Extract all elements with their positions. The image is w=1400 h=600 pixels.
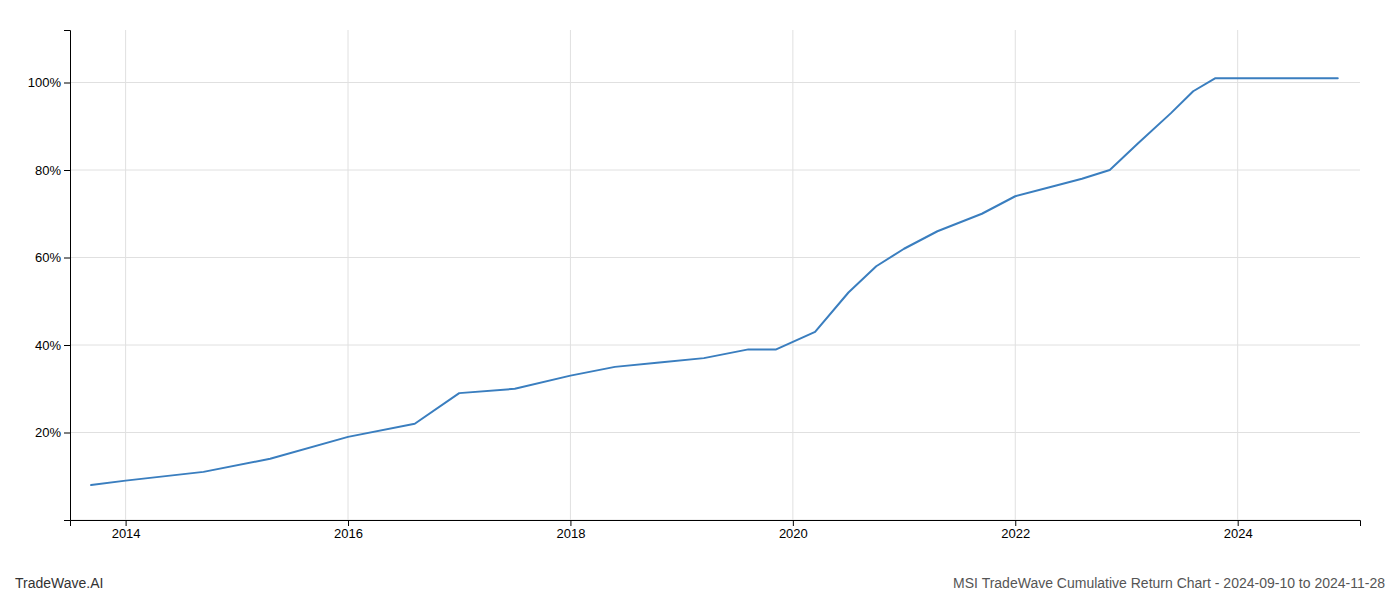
chart-title: MSI TradeWave Cumulative Return Chart - … bbox=[953, 575, 1385, 591]
grid-line bbox=[70, 257, 1360, 258]
y-tick-label: 20% bbox=[35, 425, 61, 440]
x-tick-label: 2024 bbox=[1224, 526, 1253, 541]
grid-line bbox=[1015, 30, 1016, 520]
x-axis: 2014 2016 2018 2020 2022 2024 bbox=[71, 520, 1361, 541]
grid-line bbox=[1237, 30, 1238, 520]
chart-svg: 2014 2016 2018 2020 2022 2024 20% 40% 60% 80% 100%… bbox=[0, 0, 1400, 600]
y-tick-label: 40% bbox=[35, 338, 61, 353]
grid-line bbox=[70, 170, 1360, 171]
x-tick: 2014 bbox=[112, 520, 141, 541]
grid-line bbox=[70, 345, 1360, 346]
y-tick-label: 100% bbox=[28, 75, 62, 90]
y-axis: 20% 40% 60% 80% 100% bbox=[28, 31, 71, 521]
x-tick-label: 2014 bbox=[112, 526, 141, 541]
y-tick-mark bbox=[64, 520, 70, 521]
grid-line bbox=[70, 82, 1360, 83]
grid bbox=[70, 30, 1360, 520]
x-tick-mark bbox=[1015, 520, 1016, 526]
y-tick-mark bbox=[64, 345, 70, 346]
y-tick-mark bbox=[64, 258, 70, 259]
y-axis-line bbox=[64, 31, 71, 521]
grid-line bbox=[348, 30, 349, 520]
y-tick: 20% bbox=[35, 425, 70, 440]
y-tick-mark bbox=[64, 170, 70, 171]
grid-line bbox=[570, 30, 571, 520]
y-tick: 80% bbox=[35, 163, 70, 178]
x-tick-mark bbox=[348, 520, 349, 526]
grid-line bbox=[792, 30, 793, 520]
y-tick-mark bbox=[64, 83, 70, 84]
x-tick: 2022 bbox=[1001, 520, 1030, 541]
grid-line bbox=[70, 432, 1360, 433]
y-tick-label: 80% bbox=[35, 163, 61, 178]
y-tick: 60% bbox=[35, 250, 70, 265]
data-line bbox=[91, 78, 1338, 485]
y-tick-mark bbox=[64, 433, 70, 434]
marks bbox=[91, 78, 1338, 485]
y-tick-label: 60% bbox=[35, 250, 61, 265]
x-tick-label: 2020 bbox=[779, 526, 808, 541]
y-tick bbox=[64, 520, 70, 521]
x-tick-mark bbox=[126, 520, 127, 526]
x-tick: 2018 bbox=[556, 520, 585, 541]
x-tick: 2020 bbox=[779, 520, 808, 541]
y-tick: 100% bbox=[28, 75, 70, 90]
x-axis-line bbox=[71, 521, 1361, 527]
watermark: TradeWave.AI bbox=[15, 575, 103, 591]
grid-line bbox=[125, 30, 126, 520]
x-tick-label: 2016 bbox=[334, 526, 363, 541]
x-tick: 2024 bbox=[1224, 520, 1253, 541]
x-tick-mark bbox=[1238, 520, 1239, 526]
y-tick: 40% bbox=[35, 338, 70, 353]
x-tick-mark bbox=[793, 520, 794, 526]
x-tick-label: 2022 bbox=[1001, 526, 1030, 541]
x-tick-label: 2018 bbox=[556, 526, 585, 541]
plot-area: 2014 2016 2018 2020 2022 2024 20% 40% 60% 80% 100% bbox=[28, 30, 1361, 541]
x-tick-mark bbox=[570, 520, 571, 526]
x-tick: 2016 bbox=[334, 520, 363, 541]
